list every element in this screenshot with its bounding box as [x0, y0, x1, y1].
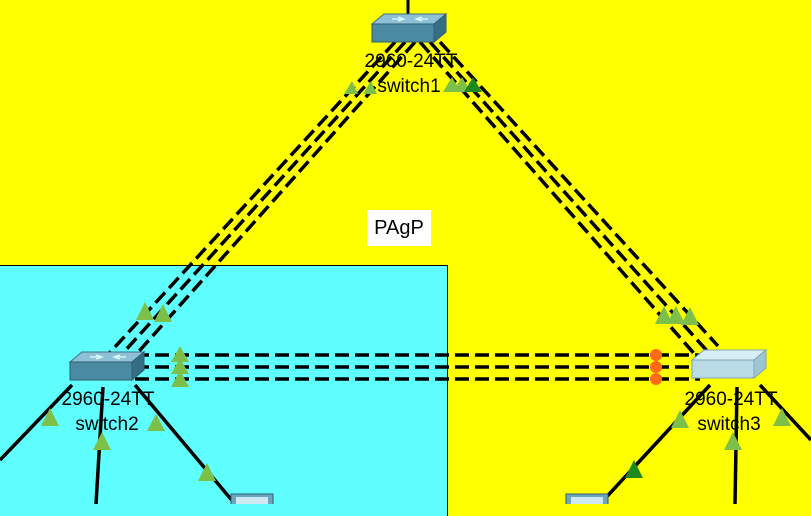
- switch1-model-label: 2960-24TT: [364, 51, 458, 72]
- switch1-name-label: switch1: [377, 76, 441, 97]
- lan-area-cyan: [0, 265, 448, 516]
- link-status-lights: [41, 77, 791, 481]
- switch3-name-label: switch3: [697, 414, 761, 435]
- etherchannel-switch2-switch3[interactable]: [135, 353, 700, 381]
- switch3-model-label: 2960-24TT: [684, 389, 778, 410]
- pagp-note[interactable]: PAgP: [367, 210, 431, 246]
- switch-icon[interactable]: [68, 350, 146, 382]
- switch-icon[interactable]: [690, 348, 768, 380]
- pc-icon[interactable]: [230, 493, 274, 504]
- etherchannel-switch1-switch3[interactable]: [418, 40, 720, 360]
- switch-icon[interactable]: [370, 12, 448, 44]
- pc-icon[interactable]: [565, 493, 609, 504]
- switch2-model-label: 2960-24TT: [61, 389, 155, 410]
- switch2-name-label: switch2: [75, 414, 139, 435]
- topology-canvas[interactable]: [0, 0, 811, 504]
